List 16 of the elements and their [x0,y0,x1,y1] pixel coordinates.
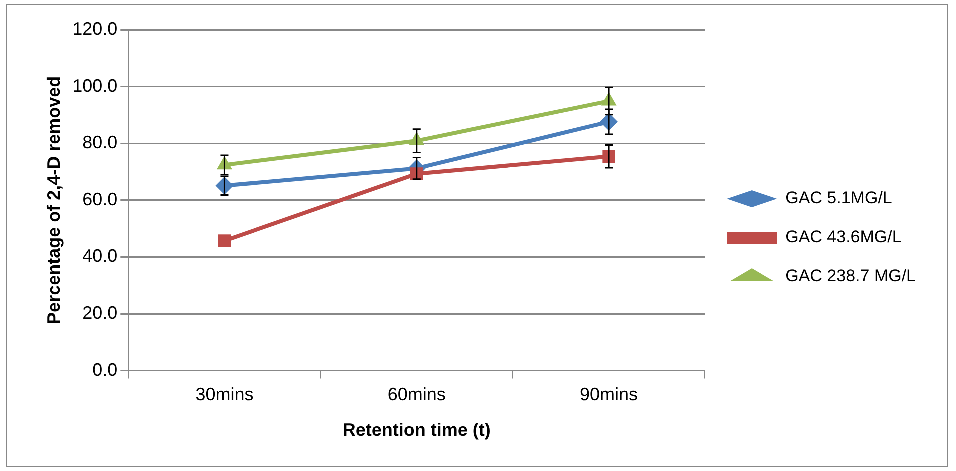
y-tick-label: 0.0 [92,360,118,380]
x-tick-label: 90mins [580,384,638,405]
y-tick-label: 120.0 [72,18,118,39]
y-tick-label: 60.0 [82,189,118,210]
y-tick-label: 40.0 [82,246,118,266]
x-axis-title: Retention time (t) [342,420,491,440]
point [218,234,232,248]
legend-label: GAC 5.1MG/L [786,188,892,208]
x-tick-label: 30mins [196,384,254,405]
y-tick-label: 100.0 [72,76,118,96]
legend-label: GAC 238.7 MG/L [786,266,916,286]
y-tick-label: 20.0 [82,302,118,323]
legend-label: GAC 43.6MG/L [786,228,902,247]
y-tick-label: 80.0 [82,132,118,153]
x-tick-label: 60mins [388,384,446,405]
y-axis-title: Percentage of 2,4-D removed [44,76,64,324]
